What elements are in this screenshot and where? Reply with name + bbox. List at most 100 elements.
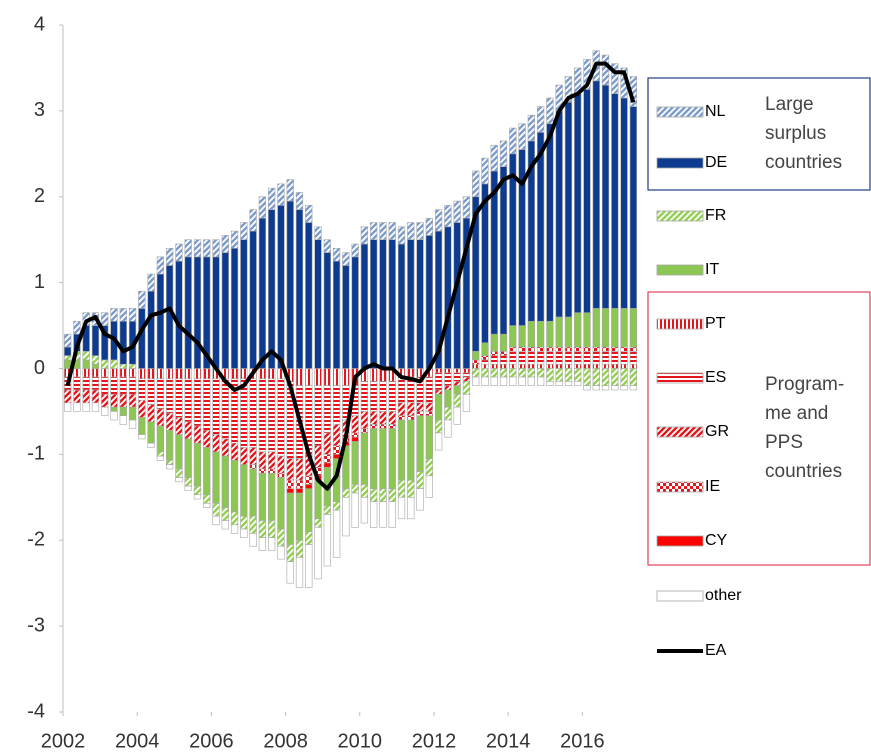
bar-segment: [73, 376, 81, 391]
bar-segment: [555, 316, 563, 348]
bar-segment: [481, 359, 489, 365]
bar-segment: [249, 533, 257, 547]
group-label: me and: [765, 403, 828, 424]
bar-segment: [268, 537, 276, 551]
bar-segment: [481, 368, 489, 378]
bar-segment: [574, 346, 582, 352]
legend-label: other: [705, 587, 742, 604]
bar-segment: [564, 351, 573, 365]
bar-segment: [342, 488, 350, 498]
bar-segment: [249, 209, 257, 232]
bar-segment: [425, 415, 433, 459]
bar-segment: [82, 368, 90, 378]
bar-segment: [221, 520, 229, 530]
bar-segment: [63, 355, 72, 361]
y-tick-label: 0: [34, 357, 45, 379]
bar-segment: [323, 368, 331, 386]
bar-segment: [184, 421, 192, 440]
bar-segment: [73, 368, 81, 378]
bar-segment: [527, 114, 535, 142]
bar-segment: [156, 455, 165, 461]
bar-segment: [416, 415, 424, 472]
bar-segment: [453, 393, 461, 408]
bar-segment: [128, 406, 137, 421]
bar-segment: [583, 385, 591, 391]
bar-segment: [379, 501, 387, 528]
bar-segment: [175, 477, 183, 483]
bar-segment: [230, 368, 239, 380]
bar-segment: [518, 346, 526, 352]
bar-segment: [416, 411, 424, 417]
bar-segment: [546, 381, 554, 386]
bar-segment: [592, 346, 600, 352]
bar-segment: [611, 93, 619, 309]
bar-segment: [166, 378, 174, 414]
bar-segment: [490, 376, 498, 386]
bar-segment: [546, 363, 554, 369]
legend-swatch: [656, 426, 704, 438]
bar-segment: [221, 252, 229, 369]
bar-segment: [536, 132, 545, 322]
legend-label: CY: [705, 532, 728, 549]
bar-segment: [119, 320, 127, 365]
bar-segment: [416, 471, 424, 490]
legend-label: FR: [705, 207, 726, 224]
bar-segment: [268, 187, 276, 210]
bar-segment: [332, 501, 341, 511]
bar-segment: [583, 346, 591, 352]
bar-segment: [240, 515, 248, 530]
bar-segment: [397, 226, 406, 245]
bar-segment: [305, 544, 313, 588]
bar-segment: [258, 468, 267, 474]
bar-segment: [536, 368, 545, 378]
bar-segment: [453, 406, 461, 425]
bar-segment: [536, 346, 545, 352]
bar-segment: [221, 378, 229, 440]
bar-segment: [611, 368, 619, 386]
legend-swatch: [656, 106, 704, 118]
bar-segment: [388, 222, 396, 240]
bar-segment: [444, 389, 452, 408]
bar-segment: [342, 497, 350, 537]
bar-segment: [407, 479, 415, 498]
bar-segment: [212, 451, 220, 504]
bar-segment: [240, 368, 248, 380]
bar-segment: [82, 389, 90, 404]
bar-segment: [397, 415, 406, 421]
bar-segment: [592, 368, 600, 386]
bar-segment: [434, 209, 443, 232]
bar-segment: [184, 239, 192, 258]
bar-segment: [258, 472, 267, 521]
bar-segment: [147, 421, 155, 444]
bar-segment: [156, 273, 165, 369]
bar-segment: [583, 363, 591, 369]
bar-segment: [286, 492, 294, 545]
bar-segment: [82, 351, 90, 361]
bar-segment: [620, 368, 628, 386]
bar-segment: [583, 89, 591, 313]
bar-segment: [286, 479, 294, 490]
bar-segment: [258, 368, 267, 380]
bar-segment: [184, 368, 192, 380]
x-tick-label: 2016: [560, 730, 605, 752]
bar-segment: [499, 355, 508, 365]
bar-segment: [305, 205, 313, 223]
bar-segment: [407, 497, 415, 520]
bar-segment: [370, 488, 378, 502]
y-tick-label: -1: [27, 443, 45, 465]
group-label: Program-: [765, 374, 844, 395]
bar-segment: [536, 320, 545, 348]
bar-segment: [379, 239, 387, 369]
bar-segment: [110, 411, 118, 421]
bar-segment: [101, 312, 109, 326]
bar-segment: [425, 402, 433, 412]
bar-segment: [119, 368, 127, 378]
bar-segment: [601, 84, 610, 309]
bar-segment: [138, 308, 146, 369]
bar-segment: [212, 503, 220, 517]
bar-segment: [203, 494, 211, 504]
bar-segment: [240, 447, 248, 465]
bar-segment: [601, 363, 610, 369]
bar-segment: [175, 434, 183, 470]
bar-segment: [509, 376, 517, 386]
